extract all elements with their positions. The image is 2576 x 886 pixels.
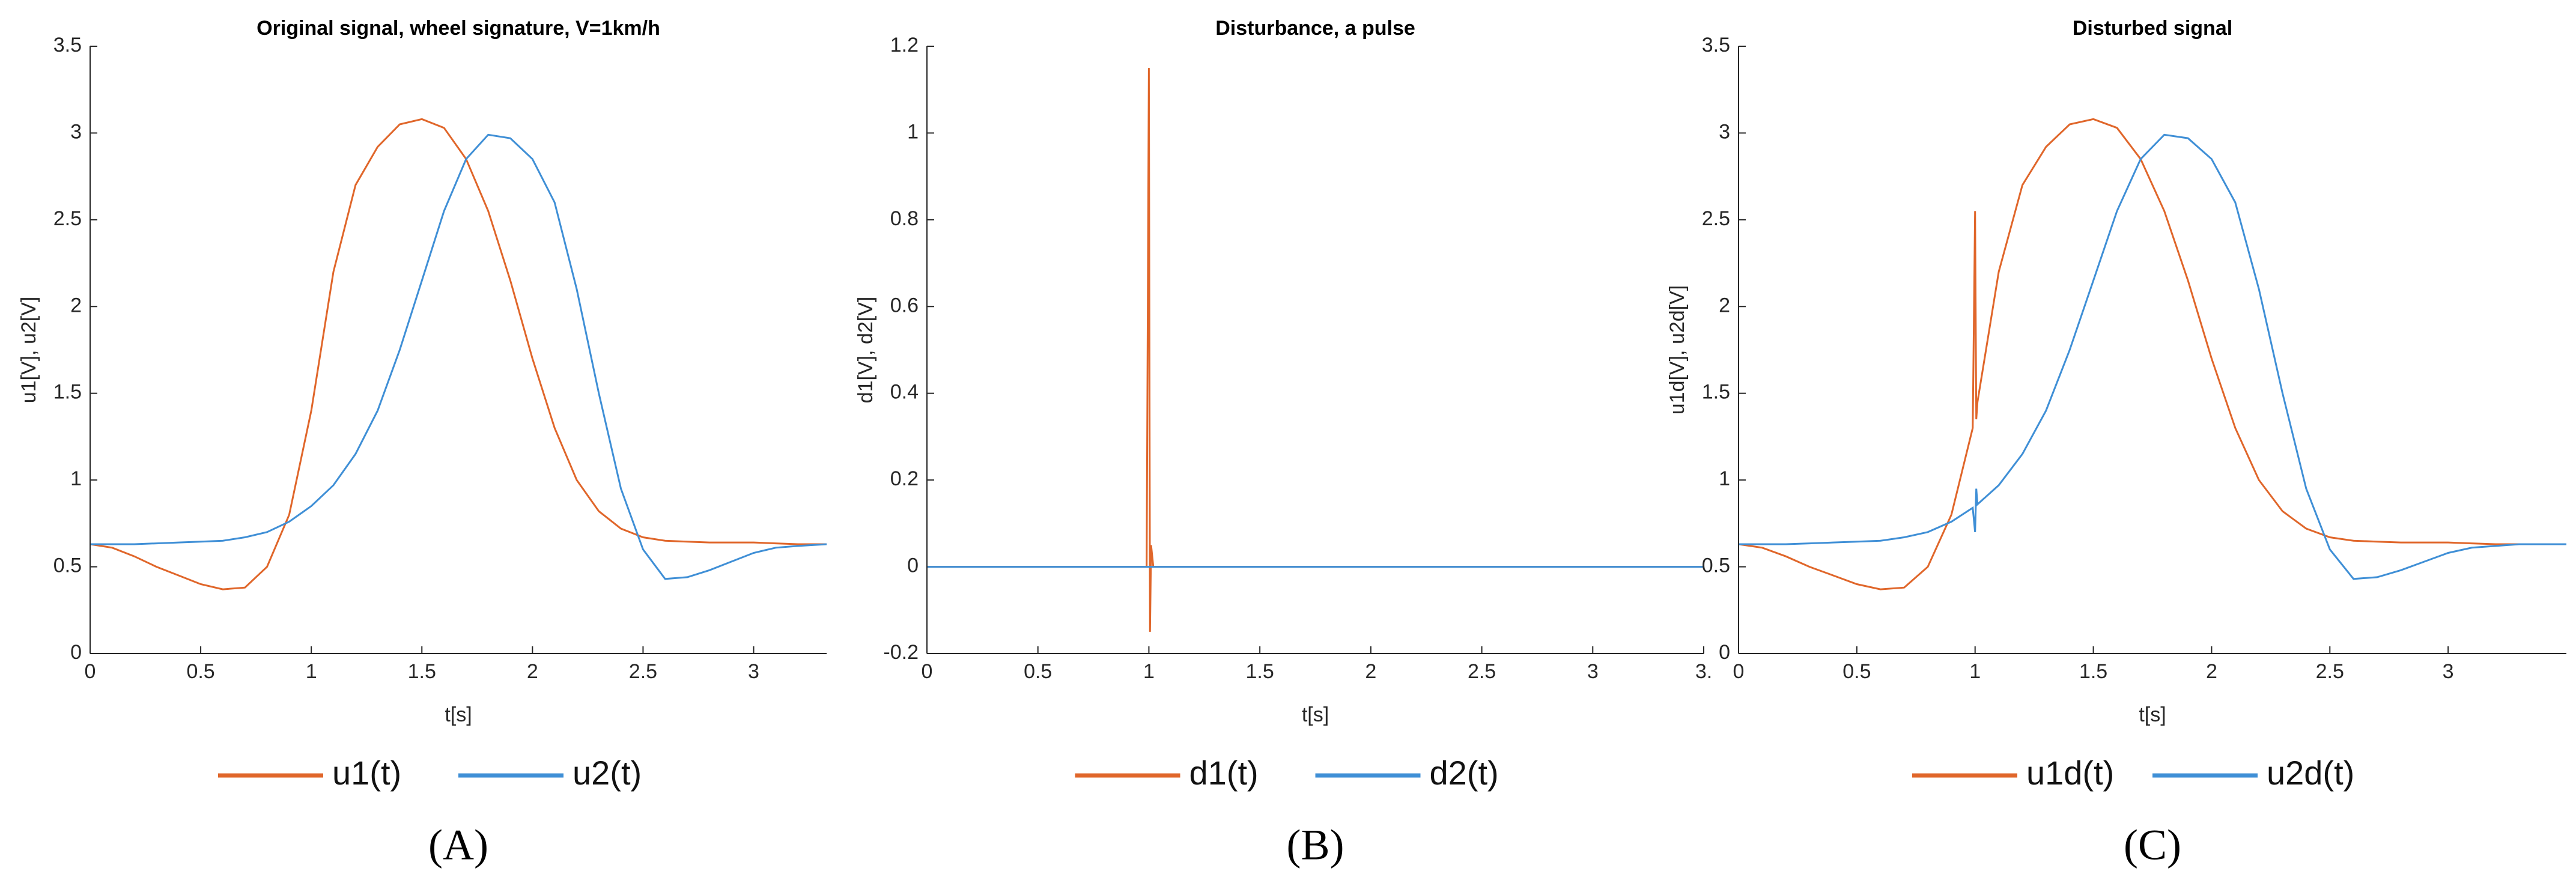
y-tick-label: 2 [70,294,82,317]
x-tick-label: 2.5 [1468,660,1496,683]
line [1738,118,2566,590]
x-tick-label: 3 [748,660,759,683]
x-tick-label: 1.5 [408,660,436,683]
x-tick-label: 3. [1695,660,1712,683]
x-tick-label: 2 [527,660,538,683]
y-tick-label: 1.2 [890,34,919,56]
y-tick-label: 0.5 [1702,554,1730,577]
x-tick-label: 3 [2443,660,2454,683]
x-axis-label: t[s] [1302,703,1329,726]
x-tick-label: 3 [1587,660,1599,683]
y-tick-label: 0.6 [890,294,919,317]
x-tick-label: 2.5 [629,660,657,683]
panel-label: (C) [2124,821,2181,869]
x-tick-label: 0.5 [1024,660,1052,683]
y-tick-label: 0 [1719,641,1730,664]
y-tick-label: 0 [70,641,82,664]
x-tick-label: 0.5 [186,660,214,683]
y-tick-label: 3.5 [1702,34,1730,56]
line [1739,133,2566,580]
y-axis-label: u1d[V], u2d[V] [1666,285,1689,415]
chart-title: Disturbance, a pulse [1215,17,1415,40]
legend-label: d2(t) [1430,754,1499,792]
x-tick-label: 1 [1143,660,1155,683]
panel-label: (B) [1287,821,1344,869]
y-tick-label: 2 [1719,294,1730,317]
x-tick-label: 0 [922,660,933,683]
y-axis-label: u1[V], u2[V] [17,297,40,404]
y-tick-label: 3 [1719,120,1730,143]
y-tick-label: 1 [70,467,82,490]
legend-label: u1d(t) [2026,754,2114,792]
x-tick-label: 1.5 [1246,660,1274,683]
x-axis-label: t[s] [445,703,472,726]
y-tick-label: 0.8 [890,207,919,230]
line [90,118,827,590]
x-tick-label: 2 [1365,660,1376,683]
line [90,133,827,580]
y-tick-label: 0.5 [53,554,82,577]
legend-label: u2(t) [573,754,642,792]
y-tick-label: 0.4 [890,381,919,404]
legend-label: d1(t) [1189,754,1259,792]
y-tick-label: 1.5 [53,381,82,404]
x-tick-label: 1 [1969,660,1981,683]
chart-title: Disturbed signal [2073,17,2232,40]
y-tick-label: 0 [907,554,919,577]
x-tick-label: 0.5 [1842,660,1871,683]
y-tick-label: 1.5 [1702,381,1730,404]
x-tick-label: 1.5 [2079,660,2107,683]
y-tick-label: 1 [907,120,919,143]
y-axis-label: d1[V], d2[V] [854,297,877,404]
y-tick-label: 3.5 [53,34,82,56]
x-tick-label: 2.5 [2316,660,2344,683]
y-tick-label: 1 [1719,467,1730,490]
y-tick-label: 2.5 [1702,207,1730,230]
line [927,68,1704,632]
x-axis-label: t[s] [2139,703,2166,726]
legend-label: u1(t) [332,754,401,792]
x-tick-label: 0 [85,660,96,683]
panel-label: (A) [428,821,488,869]
y-tick-label: 0.2 [890,467,919,490]
legend-label: u2d(t) [2267,754,2354,792]
y-tick-label: -0.2 [883,641,919,664]
x-tick-label: 1 [306,660,317,683]
x-tick-label: 2 [2206,660,2217,683]
x-tick-label: 0 [1733,660,1745,683]
y-tick-label: 3 [70,120,82,143]
y-tick-label: 2.5 [53,207,82,230]
chart-title: Original signal, wheel signature, V=1km/… [257,17,660,40]
